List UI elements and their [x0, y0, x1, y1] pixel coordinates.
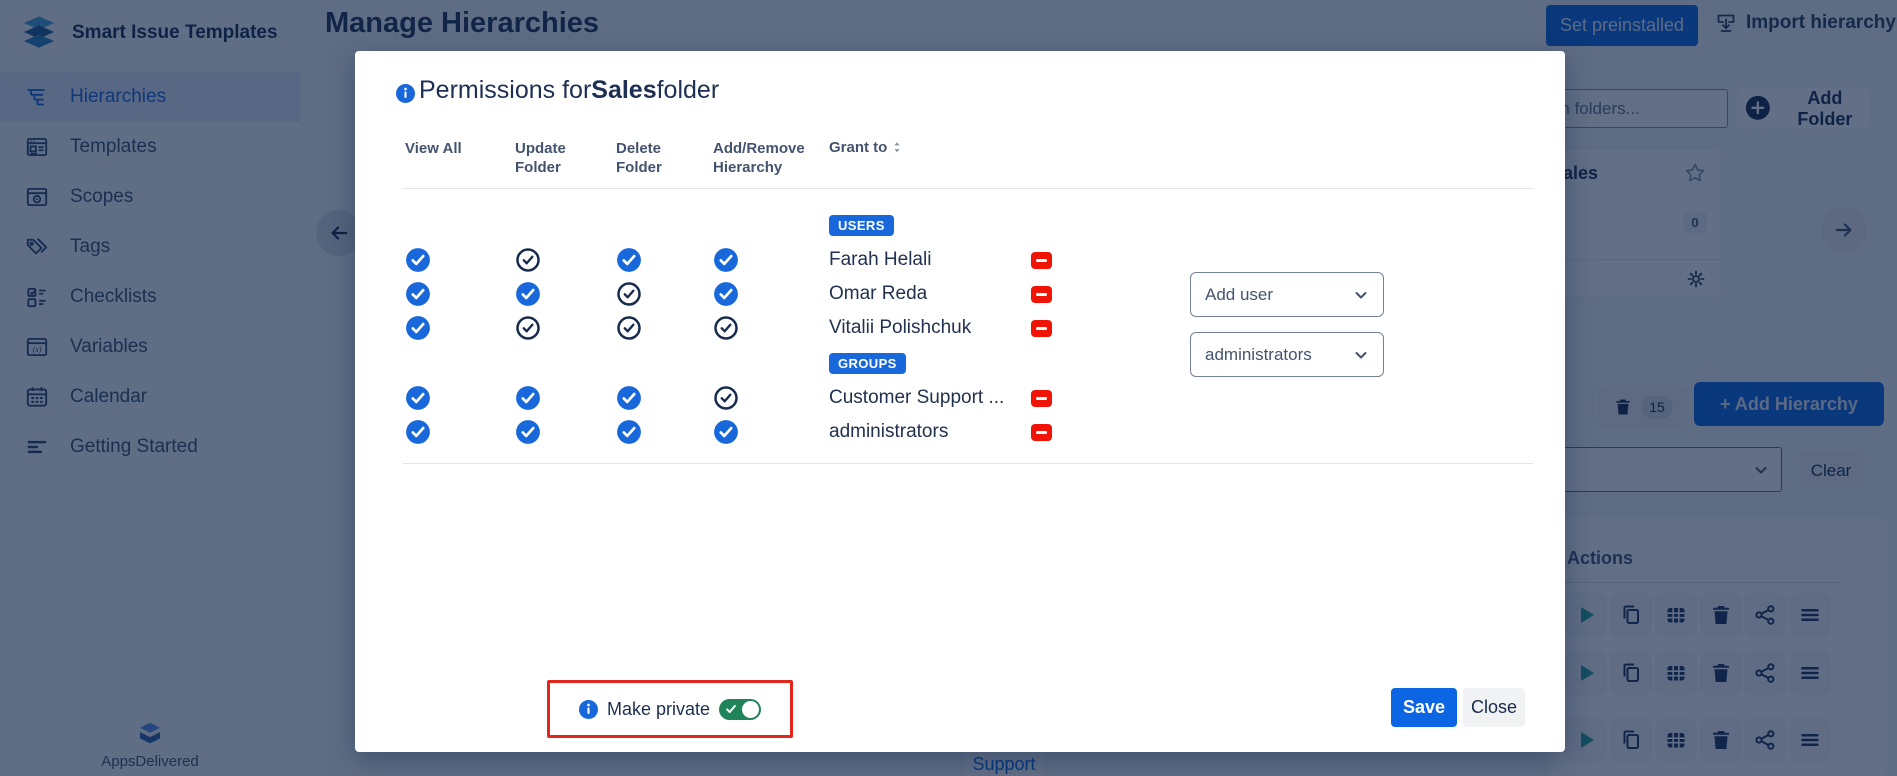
make-private-toggle[interactable] [719, 698, 762, 720]
permission-checkbox-unchecked[interactable] [515, 247, 541, 273]
permission-checkbox-checked[interactable] [405, 247, 431, 273]
grant-to-label: Grant to [829, 139, 888, 156]
grantee-name: Vitalii Polishchuk [829, 317, 972, 338]
column-header: View All [405, 140, 462, 157]
add-user-select[interactable]: Add user [1190, 272, 1384, 317]
permission-checkbox-checked[interactable] [515, 385, 541, 411]
grantee-name: Customer Support ... [829, 387, 1005, 408]
remove-grantee-icon[interactable] [1031, 423, 1052, 441]
modal-title-suffix: folder [656, 76, 720, 104]
permission-checkbox-checked[interactable] [616, 247, 642, 273]
divider [403, 188, 1533, 189]
permission-checkbox-checked[interactable] [616, 419, 642, 445]
permissions-modal: Permissions forSalesfolder View All Updat… [355, 51, 1565, 752]
users-badge: USERS [829, 214, 894, 236]
remove-grantee-icon[interactable] [1031, 251, 1052, 269]
info-icon [396, 84, 415, 103]
permission-checkbox-unchecked[interactable] [616, 281, 642, 307]
permission-checkbox-checked[interactable] [515, 419, 541, 445]
close-button[interactable]: Close [1463, 688, 1525, 727]
column-header: Delete Folder [616, 140, 662, 176]
make-private-highlight-box: Make private [547, 680, 793, 738]
save-button[interactable]: Save [1391, 688, 1457, 727]
permission-checkbox-checked[interactable] [616, 385, 642, 411]
sort-icon[interactable] [892, 141, 902, 154]
modal-title-prefix: Permissions for [419, 76, 592, 104]
remove-grantee-icon[interactable] [1031, 319, 1052, 337]
column-header: Update Folder [515, 140, 566, 176]
modal-title: Permissions forSalesfolder [419, 76, 719, 105]
grantee-name: Omar Reda [829, 283, 928, 304]
modal-title-folder: Sales [591, 76, 657, 104]
groups-badge: GROUPS [829, 352, 906, 374]
permission-row: Omar Reda [405, 277, 1065, 311]
section-badge-row: GROUPS [405, 345, 1065, 381]
divider [403, 463, 1533, 464]
chevron-down-icon [1353, 287, 1369, 303]
permission-checkbox-checked[interactable] [405, 281, 431, 307]
permission-checkbox-checked[interactable] [405, 385, 431, 411]
grant-to-header: Grant to [829, 139, 902, 156]
permission-row: Vitalii Polishchuk [405, 311, 1065, 345]
permission-checkbox-checked[interactable] [405, 315, 431, 341]
remove-grantee-icon[interactable] [1031, 389, 1052, 407]
section-badge-row: USERS [405, 207, 1065, 243]
info-icon [578, 699, 598, 719]
permissions-header: View All Update Folder Delete Folder Add/Re… [405, 139, 902, 177]
permission-checkbox-checked[interactable] [405, 419, 431, 445]
column-header: Add/Remove Hierarchy [713, 140, 805, 176]
permission-checkbox-unchecked[interactable] [616, 315, 642, 341]
make-private-label: Make private [606, 698, 711, 719]
permission-row: Farah Helali [405, 243, 1065, 277]
permission-row: administrators [405, 415, 1065, 449]
chevron-down-icon [1353, 347, 1369, 363]
add-group-select-value: administrators [1205, 344, 1312, 364]
permission-checkbox-unchecked[interactable] [515, 315, 541, 341]
grantee-name: administrators [829, 421, 949, 442]
permission-row: Customer Support ... [405, 381, 1065, 415]
remove-grantee-icon[interactable] [1031, 285, 1052, 303]
toggle-knob [742, 700, 760, 718]
grantee-name: Farah Helali [829, 249, 932, 270]
permission-checkbox-checked[interactable] [713, 247, 739, 273]
check-icon [725, 703, 737, 715]
add-group-select[interactable]: administrators [1190, 332, 1384, 377]
permission-checkbox-unchecked[interactable] [713, 315, 739, 341]
add-user-select-value: Add user [1205, 284, 1274, 304]
permission-checkbox-checked[interactable] [713, 419, 739, 445]
permission-checkbox-checked[interactable] [713, 281, 739, 307]
permission-checkbox-unchecked[interactable] [713, 385, 739, 411]
permission-checkbox-checked[interactable] [515, 281, 541, 307]
permissions-grid: USERS Farah Helali Omar Reda Vitalii Polish… [405, 207, 1065, 449]
